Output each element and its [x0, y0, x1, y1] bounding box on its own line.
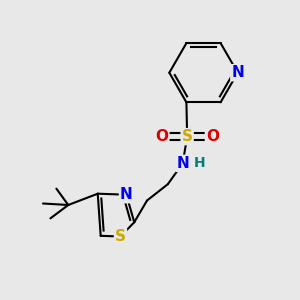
- Text: S: S: [182, 129, 193, 144]
- Text: S: S: [115, 229, 126, 244]
- Text: O: O: [206, 129, 219, 144]
- Text: N: N: [231, 65, 244, 80]
- Text: N: N: [176, 156, 189, 171]
- Text: N: N: [120, 187, 133, 202]
- Text: H: H: [194, 156, 206, 170]
- Text: O: O: [155, 129, 168, 144]
